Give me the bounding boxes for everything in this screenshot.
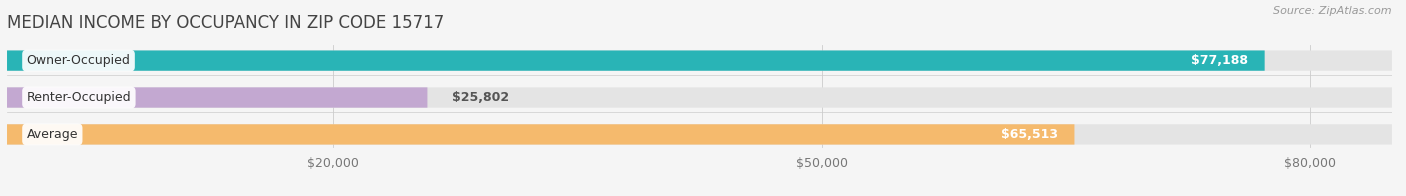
FancyBboxPatch shape xyxy=(7,50,1264,71)
Text: Average: Average xyxy=(27,128,79,141)
FancyBboxPatch shape xyxy=(7,50,1392,71)
Text: Renter-Occupied: Renter-Occupied xyxy=(27,91,131,104)
Text: $65,513: $65,513 xyxy=(1001,128,1059,141)
Text: $77,188: $77,188 xyxy=(1191,54,1249,67)
Text: $25,802: $25,802 xyxy=(451,91,509,104)
FancyBboxPatch shape xyxy=(7,124,1392,145)
FancyBboxPatch shape xyxy=(7,124,1074,145)
FancyBboxPatch shape xyxy=(7,87,1392,108)
Text: MEDIAN INCOME BY OCCUPANCY IN ZIP CODE 15717: MEDIAN INCOME BY OCCUPANCY IN ZIP CODE 1… xyxy=(7,14,444,32)
Text: Owner-Occupied: Owner-Occupied xyxy=(27,54,131,67)
Text: Source: ZipAtlas.com: Source: ZipAtlas.com xyxy=(1274,6,1392,16)
FancyBboxPatch shape xyxy=(7,87,427,108)
